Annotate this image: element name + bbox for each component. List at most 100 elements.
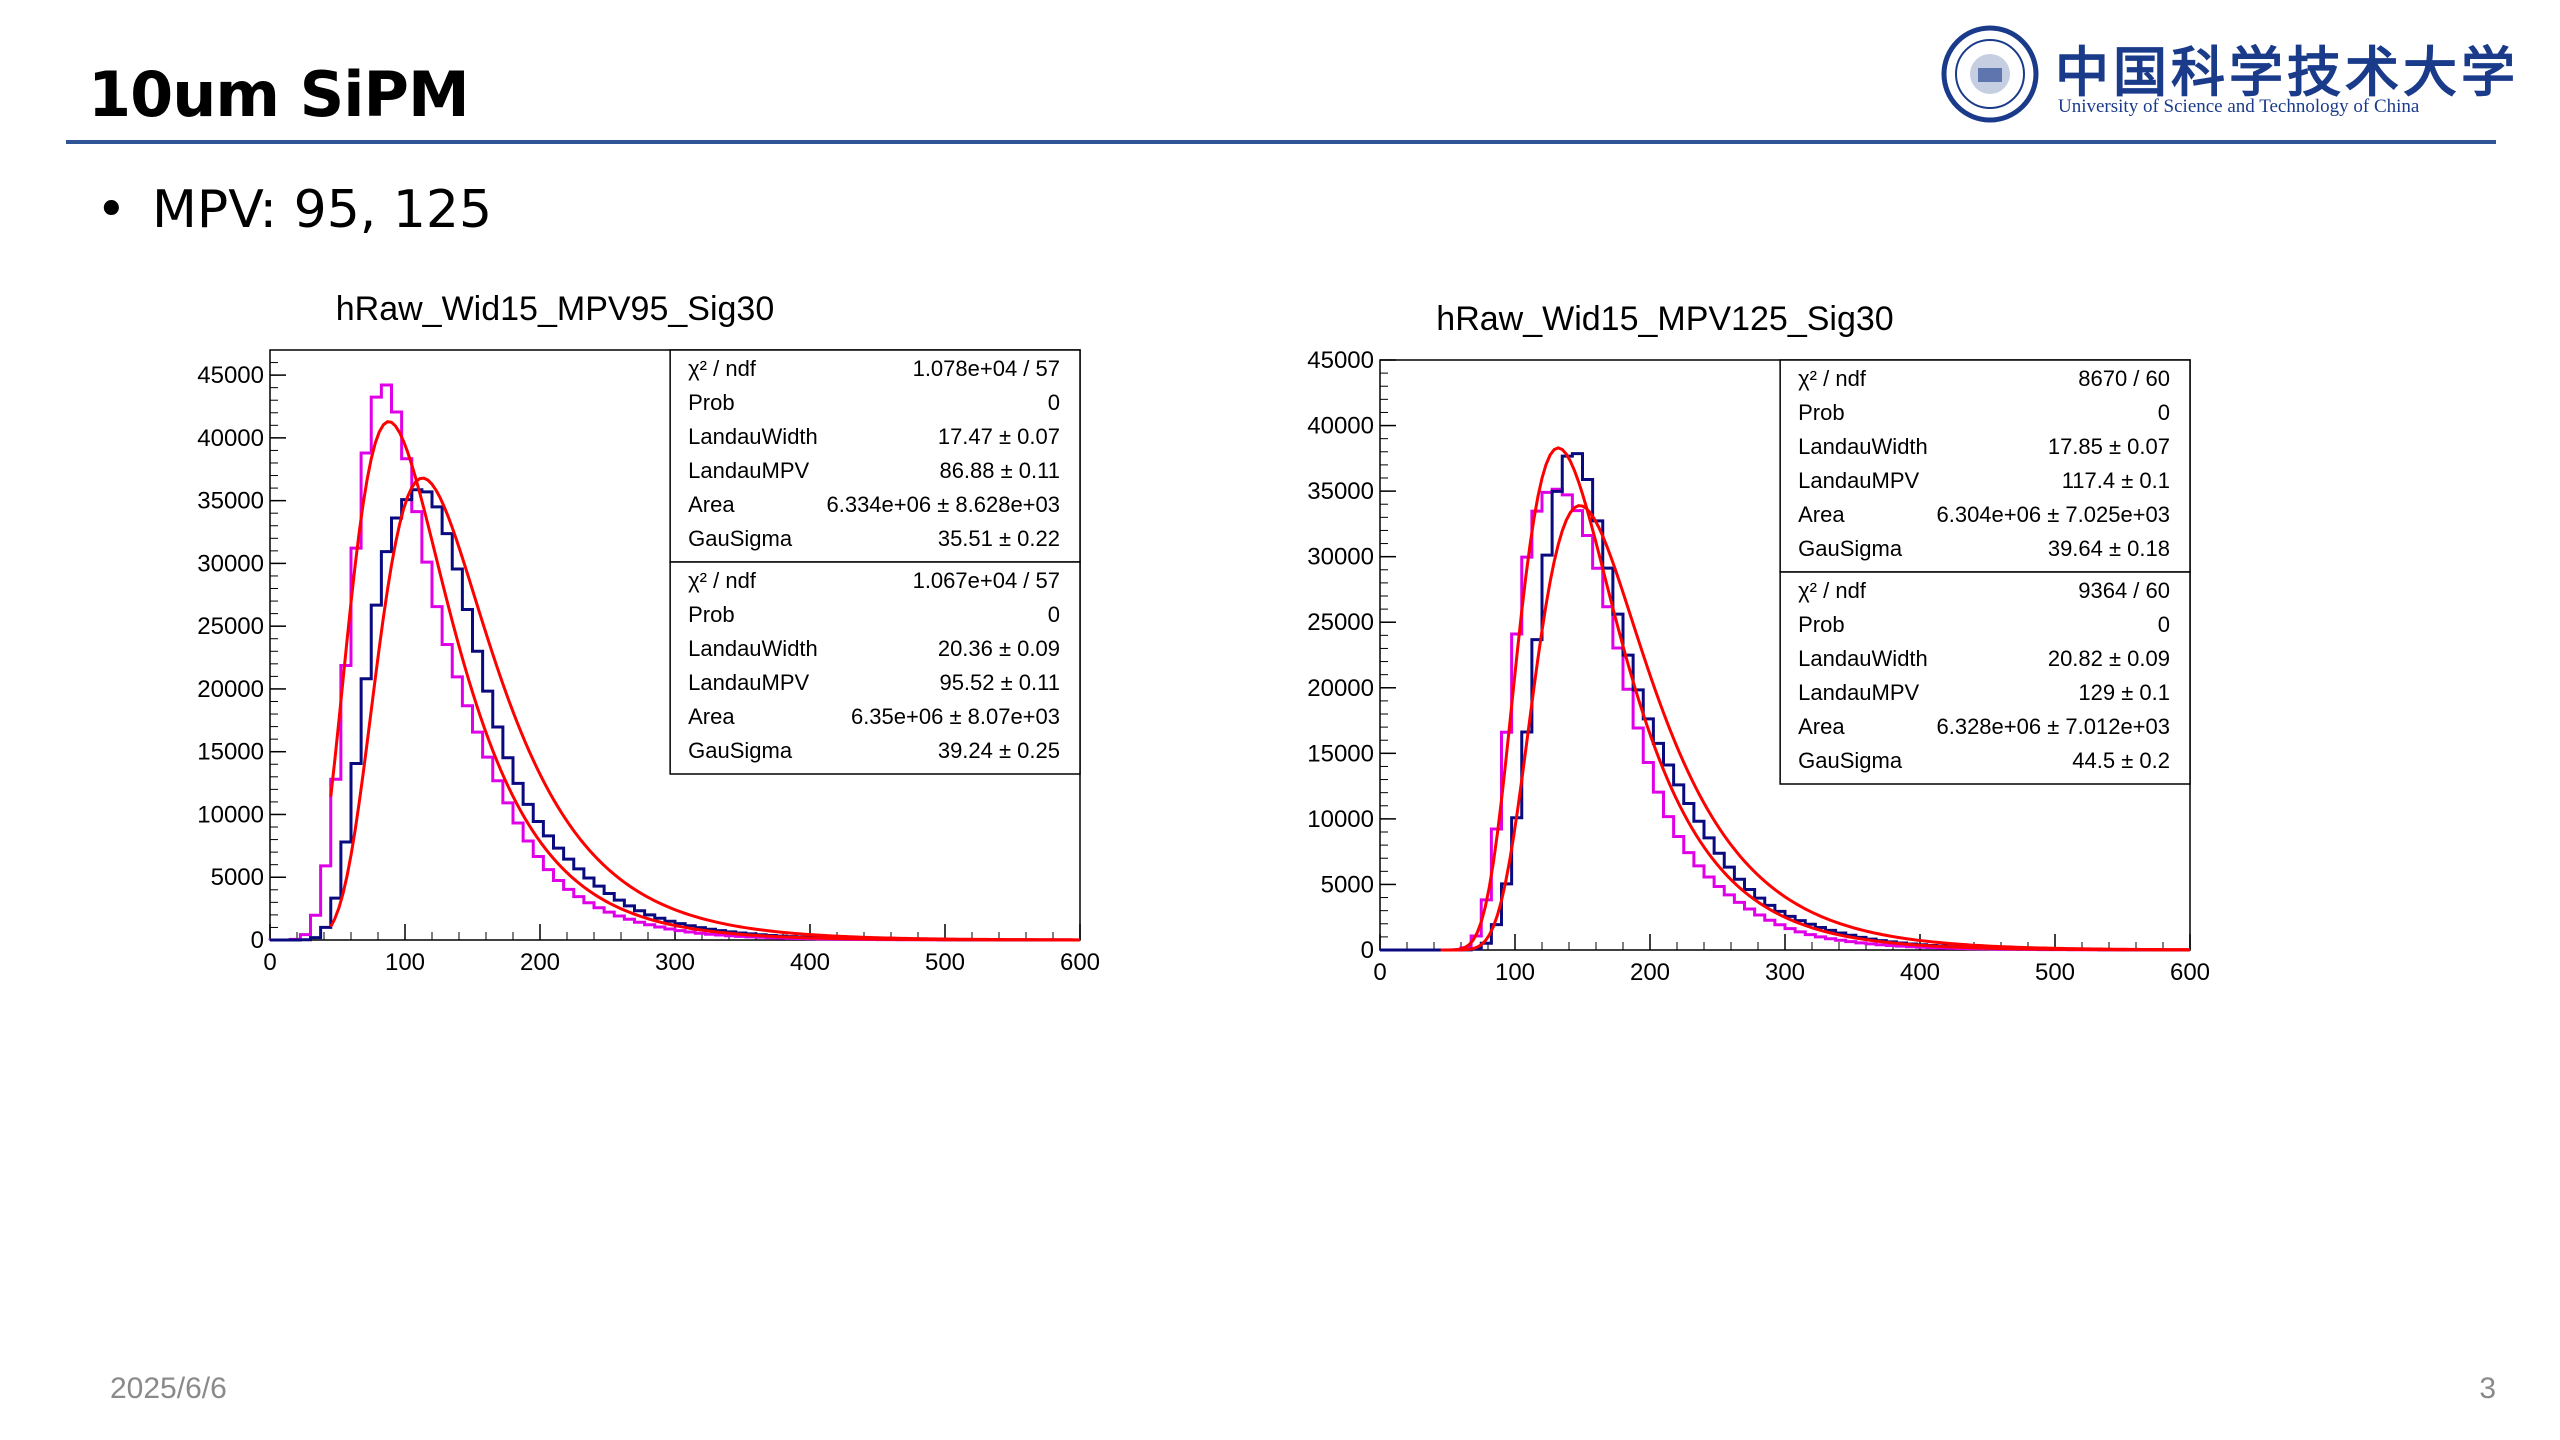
- title-divider: [66, 140, 2496, 144]
- y-tick-label: 40000: [197, 425, 264, 452]
- stats-value: 6.35e+06 ± 8.07e+03: [851, 704, 1060, 729]
- stats-key: Prob: [1798, 612, 1844, 637]
- y-tick-label: 35000: [1307, 478, 1374, 505]
- stats-key: Area: [1798, 714, 1845, 739]
- stats-value: 1.067e+04 / 57: [913, 568, 1060, 593]
- y-tick-label: 10000: [197, 801, 264, 828]
- x-tick-label: 100: [385, 949, 425, 976]
- stats-key: LandauWidth: [688, 424, 818, 449]
- stats-key: χ² / ndf: [1798, 578, 1867, 603]
- y-tick-label: 5000: [1321, 871, 1374, 898]
- stats-key: χ² / ndf: [688, 568, 757, 593]
- stats-key: Area: [688, 704, 735, 729]
- stats-value: 0: [2158, 400, 2170, 425]
- stats-value: 8670 / 60: [2078, 366, 2170, 391]
- y-tick-label: 20000: [197, 676, 264, 703]
- page-number: 3: [2479, 1372, 2496, 1405]
- stats-value: 1.078e+04 / 57: [913, 356, 1060, 381]
- university-seal-icon: [1941, 25, 2039, 123]
- stats-value: 44.5 ± 0.2: [2072, 748, 2170, 773]
- stats-key: χ² / ndf: [688, 356, 757, 381]
- y-tick-label: 0: [1361, 937, 1374, 964]
- stats-value: 6.304e+06 ± 7.025e+03: [1936, 502, 2170, 527]
- x-tick-label: 0: [263, 949, 276, 976]
- stats-box: [1779, 359, 2191, 573]
- stats-box: [1779, 571, 2191, 785]
- university-name-cn: 中国科学技术大学: [2055, 40, 2519, 104]
- histogram-plot-mpv95: hRaw_Wid15_MPV95_Sig30 0 100 200 300 400 500 60…: [197, 290, 1100, 976]
- stats-value: 20.82 ± 0.09: [2048, 646, 2170, 671]
- stats-key: LandauMPV: [688, 458, 809, 483]
- stats-value: 17.85 ± 0.07: [2048, 434, 2170, 459]
- y-tick-label: 15000: [197, 739, 264, 766]
- y-tick-label: 40000: [1307, 413, 1374, 440]
- stats-value: 117.4 ± 0.1: [2062, 468, 2170, 493]
- stats-box: [669, 561, 1081, 775]
- fit-curve-1: [329, 476, 1081, 942]
- stats-key: Prob: [688, 390, 734, 415]
- stats-value: 9364 / 60: [2078, 578, 2170, 603]
- bullet-item: • MPV: 95, 125: [96, 180, 492, 240]
- university-name-en: University of Science and Technology of …: [2058, 96, 2420, 117]
- stats-key: Area: [1798, 502, 1845, 527]
- stats-key: GauSigma: [1798, 536, 1903, 561]
- stats-value: 39.64 ± 0.18: [2048, 536, 2170, 561]
- x-tick-label: 300: [1765, 959, 1805, 986]
- y-tick-label: 5000: [211, 864, 264, 891]
- x-tick-label: 600: [1060, 949, 1100, 976]
- stats-box: [669, 349, 1081, 563]
- stats-key: LandauWidth: [1798, 434, 1928, 459]
- y-tick-label: 25000: [197, 613, 264, 640]
- y-tick-label: 30000: [1307, 544, 1374, 571]
- y-tick-label: 15000: [1307, 740, 1374, 767]
- histogram-plot-mpv125: hRaw_Wid15_MPV125_Sig30 0 100 200 300 400 500 6…: [1307, 300, 2210, 986]
- stats-value: 129 ± 0.1: [2078, 680, 2170, 705]
- x-tick-label: 300: [655, 949, 695, 976]
- stats-key: LandauWidth: [1798, 646, 1928, 671]
- y-tick-label: 0: [251, 927, 264, 954]
- stats-value: 39.24 ± 0.25: [938, 738, 1060, 763]
- stats-key: Area: [688, 492, 735, 517]
- stats-key: LandauWidth: [688, 636, 818, 661]
- x-tick-label: 500: [2035, 959, 2075, 986]
- bullet-dot: •: [96, 180, 127, 240]
- x-tick-label: 500: [925, 949, 965, 976]
- x-tick-label: 0: [1373, 959, 1386, 986]
- x-tick-label: 200: [520, 949, 560, 976]
- bullet-text: MPV: 95, 125: [152, 180, 493, 240]
- stats-key: LandauMPV: [1798, 468, 1919, 493]
- stats-value: 6.328e+06 ± 7.012e+03: [1936, 714, 2170, 739]
- stats-key: Prob: [1798, 400, 1844, 425]
- x-tick-label: 200: [1630, 959, 1670, 986]
- university-logo: 中国科学技术大学 University of Science and Techn…: [1940, 24, 2520, 124]
- chart-title: hRaw_Wid15_MPV95_Sig30: [336, 290, 774, 328]
- y-tick-label: 45000: [1307, 347, 1374, 374]
- stats-value: 35.51 ± 0.22: [938, 526, 1060, 551]
- y-tick-label: 20000: [1307, 675, 1374, 702]
- y-tick-label: 30000: [197, 550, 264, 577]
- stats-key: GauSigma: [1798, 748, 1903, 773]
- x-tick-label: 100: [1495, 959, 1535, 986]
- stats-key: LandauMPV: [688, 670, 809, 695]
- stats-key: GauSigma: [688, 526, 793, 551]
- stats-value: 17.47 ± 0.07: [938, 424, 1060, 449]
- stats-key: Prob: [688, 602, 734, 627]
- footer-date: 2025/6/6: [110, 1372, 227, 1405]
- x-tick-label: 400: [1900, 959, 1940, 986]
- y-tick-label: 10000: [1307, 806, 1374, 833]
- stats-value: 0: [2158, 612, 2170, 637]
- stats-key: GauSigma: [688, 738, 793, 763]
- chart-title: hRaw_Wid15_MPV125_Sig30: [1436, 300, 1893, 338]
- stats-key: χ² / ndf: [1798, 366, 1867, 391]
- y-tick-label: 35000: [197, 488, 264, 515]
- fit-curve-1: [1440, 504, 2191, 952]
- y-tick-label: 25000: [1307, 609, 1374, 636]
- stats-value: 20.36 ± 0.09: [938, 636, 1060, 661]
- x-tick-label: 600: [2170, 959, 2210, 986]
- stats-key: LandauMPV: [1798, 680, 1919, 705]
- stats-value: 86.88 ± 0.11: [939, 458, 1060, 483]
- stats-value: 0: [1048, 602, 1060, 627]
- stats-value: 95.52 ± 0.11: [939, 670, 1060, 695]
- x-tick-label: 400: [790, 949, 830, 976]
- y-tick-label: 45000: [197, 362, 264, 389]
